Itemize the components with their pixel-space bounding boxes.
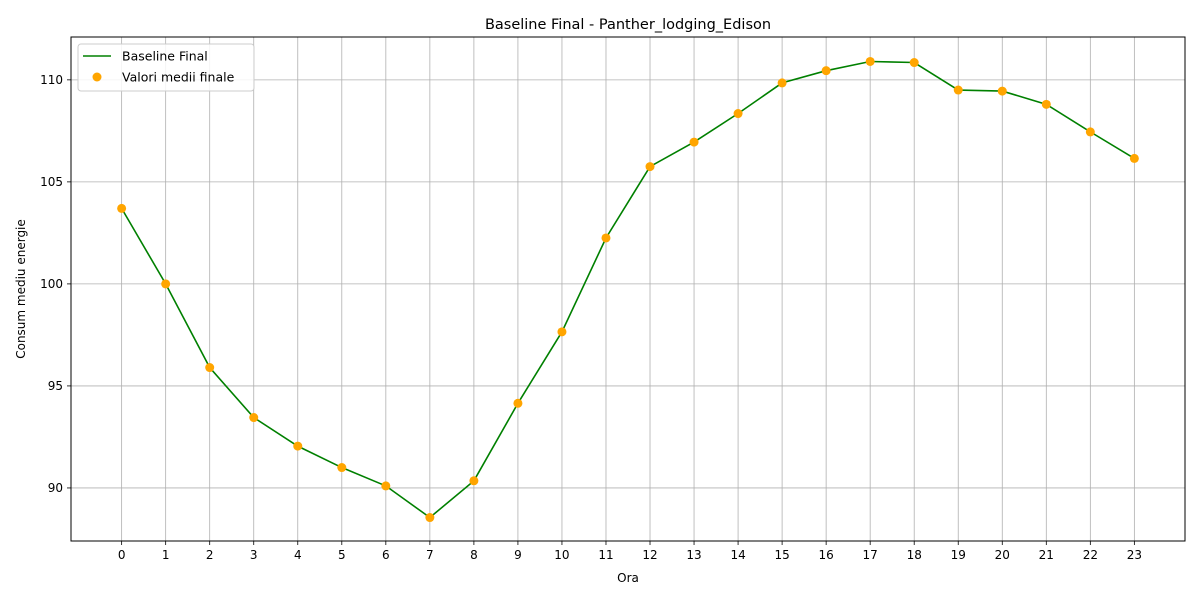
data-point [1085, 127, 1095, 137]
y-tick-label: 105 [40, 175, 63, 189]
data-point [1129, 153, 1139, 163]
data-point [1041, 99, 1051, 109]
x-tick-label: 13 [686, 548, 701, 562]
data-point [865, 56, 875, 66]
x-tick-label: 6 [382, 548, 390, 562]
data-point [821, 66, 831, 76]
x-tick-label: 8 [470, 548, 478, 562]
y-tick-label: 90 [48, 481, 63, 495]
data-point [469, 476, 479, 486]
data-point [381, 481, 391, 491]
x-tick-label: 5 [338, 548, 346, 562]
x-tick-label: 3 [250, 548, 258, 562]
data-point [689, 137, 699, 147]
legend-dot-swatch [92, 72, 102, 82]
x-tick-label: 10 [554, 548, 569, 562]
x-tick-label: 23 [1127, 548, 1142, 562]
data-point [161, 279, 171, 289]
data-point [513, 398, 523, 408]
x-tick-label: 0 [118, 548, 126, 562]
x-tick-label: 2 [206, 548, 214, 562]
data-point [205, 363, 215, 373]
y-tick-label: 110 [40, 73, 63, 87]
data-point [557, 327, 567, 337]
data-point [909, 58, 919, 68]
data-point [601, 233, 611, 243]
legend-label-baseline: Baseline Final [122, 49, 208, 64]
baseline-series-line [120, 60, 1135, 519]
data-point [249, 413, 259, 423]
x-tick-label: 9 [514, 548, 522, 562]
data-point [777, 78, 787, 88]
x-tick-label: 12 [642, 548, 657, 562]
legend-label-values: Valori medii finale [122, 70, 235, 85]
data-point [953, 85, 963, 95]
ticks: 0 1 2 3 4 5 6 7 8 9 10 11 12 13 14 15 16 17 18 19 20 21 22 2390… [40, 73, 1142, 562]
plot-frame [70, 36, 1186, 542]
x-tick-label: 18 [907, 548, 922, 562]
y-axis-label: Consum mediu energie [14, 219, 28, 359]
x-tick-label: 14 [730, 548, 745, 562]
legend: Baseline Final Valori medii finale [77, 43, 255, 92]
x-tick-label: 15 [774, 548, 789, 562]
data-point [425, 513, 435, 523]
data-point [997, 86, 1007, 96]
data-point [733, 109, 743, 119]
data-point [645, 162, 655, 172]
y-tick-label: 100 [40, 277, 63, 291]
x-tick-label: 22 [1083, 548, 1098, 562]
data-point [337, 463, 347, 473]
data-point [293, 441, 303, 451]
x-tick-label: 11 [598, 548, 613, 562]
x-tick-label: 20 [995, 548, 1010, 562]
x-tick-label: 21 [1039, 548, 1054, 562]
x-axis-label: Ora [617, 571, 639, 585]
x-tick-label: 19 [951, 548, 966, 562]
y-tick-label: 95 [48, 379, 63, 393]
x-tick-label: 16 [819, 548, 834, 562]
legend-box [77, 43, 255, 92]
series-layer [117, 56, 1139, 523]
x-tick-label: 4 [294, 548, 302, 562]
x-tick-label: 17 [863, 548, 878, 562]
x-tick-label: 7 [426, 548, 434, 562]
data-point [117, 203, 127, 213]
x-tick-label: 1 [162, 548, 170, 562]
chart-title: Baseline Final - Panther_lodging_Edison [485, 17, 771, 33]
grid [71, 37, 1185, 541]
